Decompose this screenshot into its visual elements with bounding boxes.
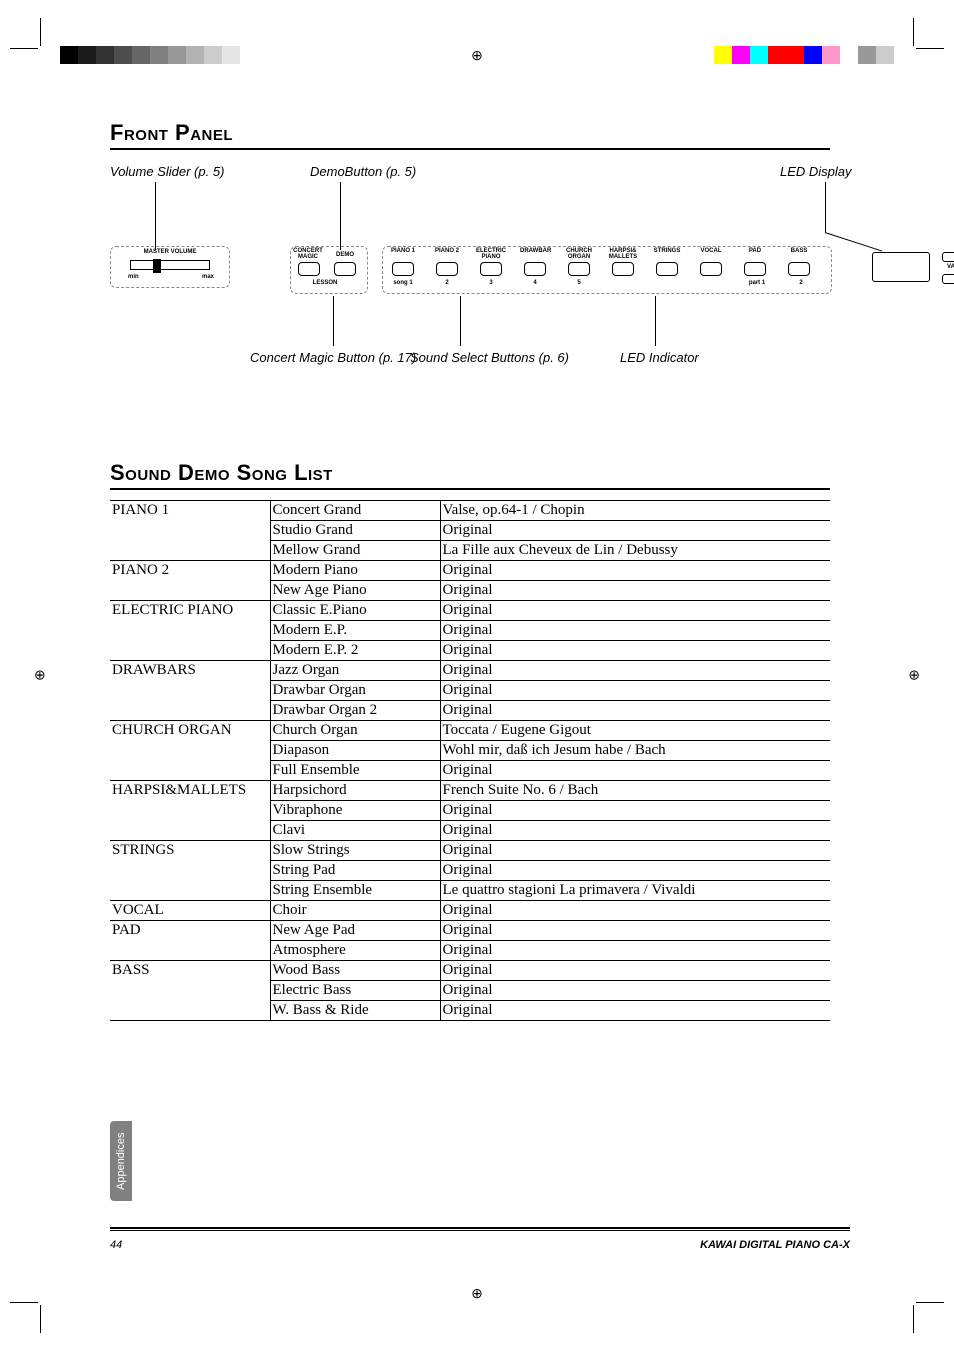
led-display-label: LED Display bbox=[780, 164, 852, 179]
sound-button bbox=[568, 262, 590, 276]
table-row: Drawbar Organ 2Original bbox=[110, 701, 830, 721]
footer-rule bbox=[110, 1227, 850, 1231]
demo-button-label: DemoButton (p. 5) bbox=[310, 164, 416, 179]
value-down-button bbox=[942, 274, 954, 284]
table-row: Electric BassOriginal bbox=[110, 981, 830, 1001]
max-label: max bbox=[202, 274, 214, 280]
table-row: W. Bass & RideOriginal bbox=[110, 1001, 830, 1021]
concert-magic-button bbox=[298, 262, 320, 276]
front-panel-diagram: Volume Slider (p. 5) DemoButton (p. 5) L… bbox=[110, 160, 930, 380]
sound-button bbox=[612, 262, 634, 276]
sound-select-label: Sound Select Buttons (p. 6) bbox=[410, 350, 569, 365]
table-row: Drawbar OrganOriginal bbox=[110, 681, 830, 701]
registration-mark: ⊕ bbox=[471, 1286, 483, 1303]
table-row: HARPSI&MALLETSHarpsichordFrench Suite No… bbox=[110, 781, 830, 801]
table-row: Modern E.P. 2Original bbox=[110, 641, 830, 661]
color-bar-left bbox=[60, 46, 240, 64]
song-list-heading: Sound Demo Song List bbox=[110, 460, 830, 490]
lesson-label: LESSON bbox=[305, 280, 345, 286]
table-row: PADNew Age PadOriginal bbox=[110, 921, 830, 941]
footer-text: KAWAI DIGITAL PIANO CA-X bbox=[700, 1239, 850, 1251]
registration-mark: ⊕ bbox=[34, 667, 46, 684]
table-row: Studio GrandOriginal bbox=[110, 521, 830, 541]
table-row: Modern E.P.Original bbox=[110, 621, 830, 641]
concert-magic-label: Concert Magic Button (p. 17) bbox=[250, 350, 416, 365]
page-number: 44 bbox=[110, 1239, 122, 1251]
sound-button bbox=[744, 262, 766, 276]
sound-button bbox=[436, 262, 458, 276]
color-bar-right bbox=[714, 46, 894, 64]
volume-slider bbox=[130, 260, 210, 270]
table-row: VOCALChoirOriginal bbox=[110, 901, 830, 921]
table-row: PIANO 1Concert GrandValse, op.64-1 / Cho… bbox=[110, 501, 830, 521]
table-row: PIANO 2Modern PianoOriginal bbox=[110, 561, 830, 581]
table-row: Mellow GrandLa Fille aux Cheveux de Lin … bbox=[110, 541, 830, 561]
demo-button bbox=[334, 262, 356, 276]
table-row: BASSWood BassOriginal bbox=[110, 961, 830, 981]
value-up-button bbox=[942, 252, 954, 262]
led-indicator-label: LED Indicator bbox=[620, 350, 699, 365]
led-display bbox=[872, 252, 930, 282]
table-row: Full EnsembleOriginal bbox=[110, 761, 830, 781]
sound-button bbox=[480, 262, 502, 276]
volume-slider-label: Volume Slider (p. 5) bbox=[110, 164, 224, 179]
table-row: CHURCH ORGANChurch OrganToccata / Eugene… bbox=[110, 721, 830, 741]
table-row: VibraphoneOriginal bbox=[110, 801, 830, 821]
master-volume-text: MASTER VOLUME bbox=[138, 249, 202, 255]
sound-button bbox=[656, 262, 678, 276]
table-row: ELECTRIC PIANOClassic E.PianoOriginal bbox=[110, 601, 830, 621]
front-panel-heading: Front Panel bbox=[110, 120, 830, 150]
table-row: DRAWBARSJazz OrganOriginal bbox=[110, 661, 830, 681]
registration-mark: ⊕ bbox=[471, 48, 483, 65]
table-row: String EnsembleLe quattro stagioni La pr… bbox=[110, 881, 830, 901]
sound-button bbox=[392, 262, 414, 276]
table-row: STRINGSSlow StringsOriginal bbox=[110, 841, 830, 861]
sound-button bbox=[700, 262, 722, 276]
table-row: DiapasonWohl mir, daß ich Jesum habe / B… bbox=[110, 741, 830, 761]
table-row: String PadOriginal bbox=[110, 861, 830, 881]
sound-button bbox=[524, 262, 546, 276]
appendices-tab: Appendices bbox=[110, 1121, 132, 1201]
song-list-table: PIANO 1Concert GrandValse, op.64-1 / Cho… bbox=[110, 500, 830, 1021]
value-label: VALUE bbox=[942, 264, 954, 270]
min-label: min bbox=[128, 274, 139, 280]
table-row: ClaviOriginal bbox=[110, 821, 830, 841]
sound-button bbox=[788, 262, 810, 276]
table-row: New Age PianoOriginal bbox=[110, 581, 830, 601]
table-row: AtmosphereOriginal bbox=[110, 941, 830, 961]
